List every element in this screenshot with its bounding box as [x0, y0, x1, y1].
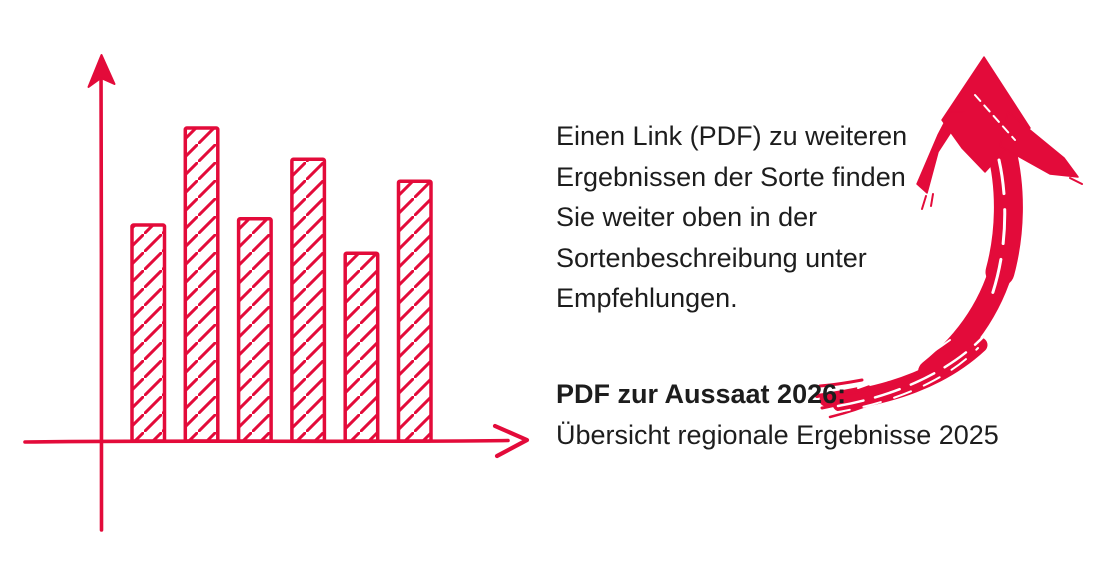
y-axis-arrowhead-icon [87, 54, 116, 88]
chart-bar [130, 223, 167, 443]
info-line: Sortenbeschreibung unter [556, 242, 867, 273]
chart-bar [290, 157, 327, 443]
info-line: Sie weiter oben in der [556, 202, 818, 232]
arrow-head [916, 56, 1083, 210]
info-text-block: Einen Link (PDF) zu weiteren Ergebnissen… [556, 116, 907, 319]
y-axis [87, 54, 116, 532]
pdf-heading: PDF zur Aussaat 2026: [556, 379, 847, 409]
chart-bar [343, 251, 380, 443]
pdf-link[interactable]: Übersicht regionale Ergebnisse 2025 [556, 419, 999, 450]
arrow-brush-texture [831, 94, 1016, 414]
chart-bar [236, 217, 273, 443]
x-axis-arrowhead-icon [492, 423, 530, 459]
brush-arrow-up-icon [815, 56, 1083, 419]
chart-bar [183, 126, 220, 443]
info-line: Empfehlungen. [556, 283, 738, 313]
pdf-block: PDF zur Aussaat 2026: Übersicht regional… [556, 374, 999, 455]
bar-group [130, 126, 433, 443]
sketch-bar-chart [23, 54, 530, 532]
info-line: Ergebnissen der Sorte finden [556, 161, 906, 192]
info-line: Einen Link (PDF) zu weiteren [556, 121, 908, 151]
chart-bar [396, 179, 433, 443]
y-axis-line [99, 58, 104, 532]
